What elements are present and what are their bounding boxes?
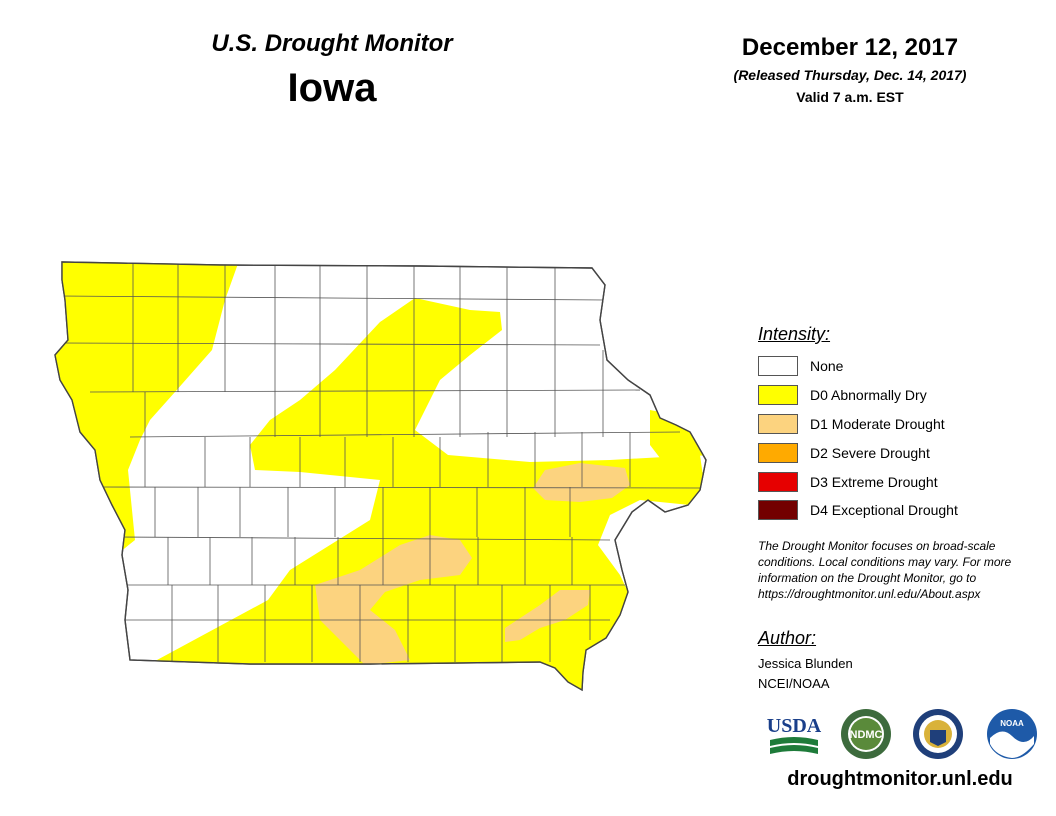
ndmc-logo[interactable]: NDMC — [840, 708, 892, 760]
legend-item: D4 Exceptional Drought — [758, 499, 958, 521]
author-organization: NCEI/NOAA — [758, 676, 830, 691]
d1-area-east — [533, 463, 630, 502]
disclaimer-note: The Drought Monitor focuses on broad-sca… — [758, 539, 1012, 601]
monitor-title: U.S. Drought Monitor — [211, 30, 453, 57]
legend-item: None — [758, 355, 843, 377]
map-date: December 12, 2017 — [741, 34, 959, 61]
d1-area-south-central — [315, 535, 472, 665]
website-url[interactable]: droughtmonitor.unl.edu — [787, 768, 1013, 790]
legend-swatch — [758, 356, 798, 376]
legend-label: D0 Abnormally Dry — [810, 387, 927, 403]
state-title: Iowa — [287, 66, 377, 110]
legend-label: D4 Exceptional Drought — [810, 502, 958, 518]
legend-label: D3 Extreme Drought — [810, 474, 938, 490]
d1-area-southeast — [505, 590, 590, 642]
usda-logo[interactable]: USDA — [766, 710, 822, 758]
author-title: Author: — [758, 628, 817, 648]
noaa-logo-text: NOAA — [1000, 719, 1024, 728]
valid-time: Valid 7 a.m. EST — [796, 89, 904, 105]
legend-item: D0 Abnormally Dry — [758, 384, 927, 406]
iowa-drought-map — [54, 261, 707, 692]
legend-label: D1 Moderate Drought — [810, 416, 945, 432]
legend-title: Intensity: — [758, 324, 831, 344]
d1-moderate-drought-areas — [315, 463, 630, 665]
ndmc-logo-text: NDMC — [850, 729, 883, 741]
partner-logos: USDA NDMC NOAA — [758, 708, 1048, 760]
noaa-logo[interactable]: NOAA — [986, 708, 1038, 760]
legend-swatch — [758, 472, 798, 492]
doc-seal-logo[interactable] — [912, 708, 964, 760]
legend-swatch — [758, 385, 798, 405]
legend-item: D3 Extreme Drought — [758, 471, 938, 493]
legend-swatch — [758, 500, 798, 520]
release-date: (Released Thursday, Dec. 14, 2017) — [733, 67, 967, 83]
legend-label: D2 Severe Drought — [810, 445, 930, 461]
iowa-border — [54, 261, 707, 692]
usda-logo-text: USDA — [767, 715, 822, 737]
legend-item: D1 Moderate Drought — [758, 413, 945, 435]
legend-swatch — [758, 443, 798, 463]
county-boundaries — [59, 264, 701, 662]
legend-label: None — [810, 358, 844, 374]
legend-swatch — [758, 414, 798, 434]
author-name: Jessica Blunden — [758, 656, 853, 671]
legend-item: D2 Severe Drought — [758, 442, 930, 464]
